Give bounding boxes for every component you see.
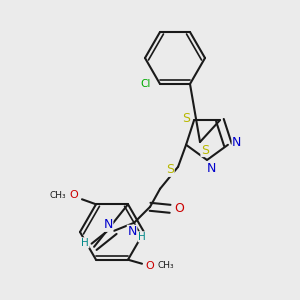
Text: CH₃: CH₃ xyxy=(158,261,174,270)
Text: Cl: Cl xyxy=(141,79,151,89)
Text: O: O xyxy=(146,261,154,271)
Text: N: N xyxy=(232,136,242,149)
Text: O: O xyxy=(174,202,184,215)
Text: S: S xyxy=(166,163,174,176)
Text: N: N xyxy=(206,161,216,175)
Text: S: S xyxy=(201,143,209,157)
Text: H: H xyxy=(138,232,146,242)
Text: H: H xyxy=(81,238,89,248)
Text: CH₃: CH₃ xyxy=(50,191,66,200)
Text: O: O xyxy=(70,190,78,200)
Text: N: N xyxy=(103,218,113,231)
Text: S: S xyxy=(182,112,190,125)
Text: N: N xyxy=(128,225,137,238)
